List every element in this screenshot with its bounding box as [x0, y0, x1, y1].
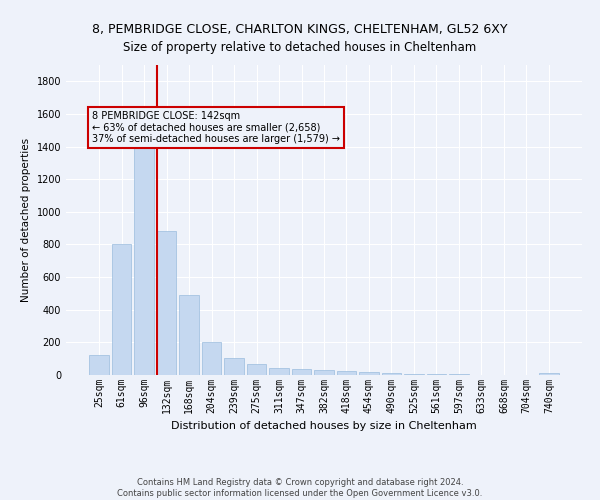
Bar — [89, 354, 109, 375]
Bar — [314, 370, 334, 375]
Bar — [539, 372, 559, 375]
Bar — [157, 232, 176, 375]
Bar — [404, 374, 424, 375]
Text: 8, PEMBRIDGE CLOSE, CHARLTON KINGS, CHELTENHAM, GL52 6XY: 8, PEMBRIDGE CLOSE, CHARLTON KINGS, CHEL… — [92, 22, 508, 36]
Bar — [134, 132, 154, 375]
Bar — [247, 364, 266, 375]
Text: 8 PEMBRIDGE CLOSE: 142sqm
← 63% of detached houses are smaller (2,658)
37% of se: 8 PEMBRIDGE CLOSE: 142sqm ← 63% of detac… — [92, 110, 340, 144]
Text: Contains HM Land Registry data © Crown copyright and database right 2024.
Contai: Contains HM Land Registry data © Crown c… — [118, 478, 482, 498]
Y-axis label: Number of detached properties: Number of detached properties — [21, 138, 31, 302]
Bar — [337, 371, 356, 375]
Bar — [292, 370, 311, 375]
Bar — [202, 342, 221, 375]
Bar — [427, 374, 446, 375]
X-axis label: Distribution of detached houses by size in Cheltenham: Distribution of detached houses by size … — [171, 422, 477, 432]
Bar — [224, 358, 244, 375]
Text: Size of property relative to detached houses in Cheltenham: Size of property relative to detached ho… — [124, 42, 476, 54]
Bar — [269, 368, 289, 375]
Bar — [382, 374, 401, 375]
Bar — [112, 244, 131, 375]
Bar — [359, 372, 379, 375]
Bar — [179, 295, 199, 375]
Bar — [449, 374, 469, 375]
